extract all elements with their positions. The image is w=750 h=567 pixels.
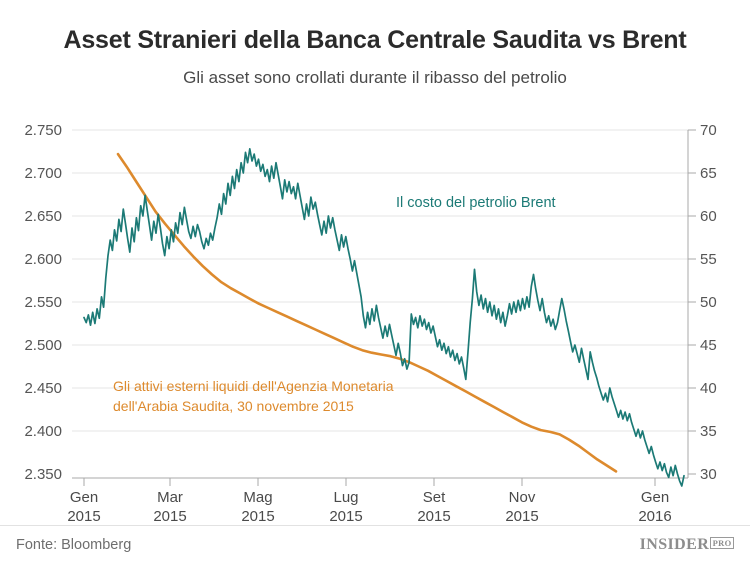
axis-lines <box>72 130 689 479</box>
x-tick-year: 2015 <box>153 508 187 525</box>
series-line-assets <box>116 152 618 473</box>
annotation-brent-label: Il costo del petrolio Brent <box>396 195 556 211</box>
y-right-tick-60: 60 <box>700 208 717 225</box>
x-tick-year: 2015 <box>417 508 451 525</box>
y-right-tick-45: 45 <box>700 337 717 354</box>
y-right-tick-40: 40 <box>700 380 717 397</box>
x-tick-month: Set <box>422 489 446 506</box>
x-tick-month: Gen <box>69 489 99 506</box>
x-tick-gen-2016: Gen 2016 <box>610 488 700 526</box>
x-tick-nov-2015: Nov 2015 <box>477 488 567 526</box>
x-tick-month: Gen <box>640 489 670 506</box>
annotation-assets-line2: dell'Arabia Saudita, 30 novembre 2015 <box>113 398 354 414</box>
y-right-tick-55: 55 <box>700 251 717 268</box>
gridlines <box>72 129 688 432</box>
x-tick-gen-2015: Gen 2015 <box>39 488 129 526</box>
y-left-tick-2500: 2.500 <box>24 337 62 354</box>
x-tick-mag-2015: Mag 2015 <box>213 488 303 526</box>
x-axis-ticks <box>83 478 656 486</box>
series-line-brent <box>83 148 685 487</box>
y-left-tick-2750: 2.750 <box>24 122 62 139</box>
logo-wordmark: INSIDER <box>639 536 710 553</box>
y-left-tick-2600: 2.600 <box>24 251 62 268</box>
y-left-tick-2350: 2.350 <box>24 466 62 483</box>
x-tick-lug-2015: Lug 2015 <box>301 488 391 526</box>
y-left-tick-2700: 2.700 <box>24 165 62 182</box>
x-tick-year: 2015 <box>329 508 363 525</box>
chart-subtitle: Gli asset sono crollati durante il ribas… <box>183 68 567 87</box>
y-right-tick-35: 35 <box>700 423 717 440</box>
source-label: Fonte: Bloomberg <box>16 537 132 553</box>
x-tick-year: 2015 <box>241 508 275 525</box>
chart-title: Asset Stranieri della Banca Centrale Sau… <box>63 26 687 54</box>
x-tick-year: 2016 <box>638 508 672 525</box>
y-left-tick-2650: 2.650 <box>24 208 62 225</box>
logo-pro-badge: PRO <box>710 537 734 549</box>
y-left-tick-2450: 2.450 <box>24 380 62 397</box>
y-left-tick-2400: 2.400 <box>24 423 62 440</box>
x-tick-month: Mag <box>243 489 273 506</box>
y-left-tick-2550: 2.550 <box>24 294 62 311</box>
y-right-tick-30: 30 <box>700 466 717 483</box>
y-right-ticks <box>688 129 696 475</box>
x-tick-year: 2015 <box>67 508 101 525</box>
y-right-tick-50: 50 <box>700 294 717 311</box>
x-tick-month: Mar <box>157 489 183 506</box>
x-tick-month: Lug <box>333 489 359 506</box>
insider-pro-logo: INSIDER PRO <box>640 536 734 554</box>
x-tick-month: Nov <box>508 489 536 506</box>
x-tick-year: 2015 <box>505 508 539 525</box>
annotation-assets-label: Gli attivi esterni liquidi dell'Agenzia … <box>113 376 393 416</box>
footer-divider <box>0 525 750 526</box>
annotation-assets-line1: Gli attivi esterni liquidi dell'Agenzia … <box>113 378 394 394</box>
y-right-tick-70: 70 <box>700 122 717 139</box>
x-tick-set-2015: Set 2015 <box>389 488 479 526</box>
y-right-tick-65: 65 <box>700 165 717 182</box>
x-tick-mar-2015: Mar 2015 <box>125 488 215 526</box>
